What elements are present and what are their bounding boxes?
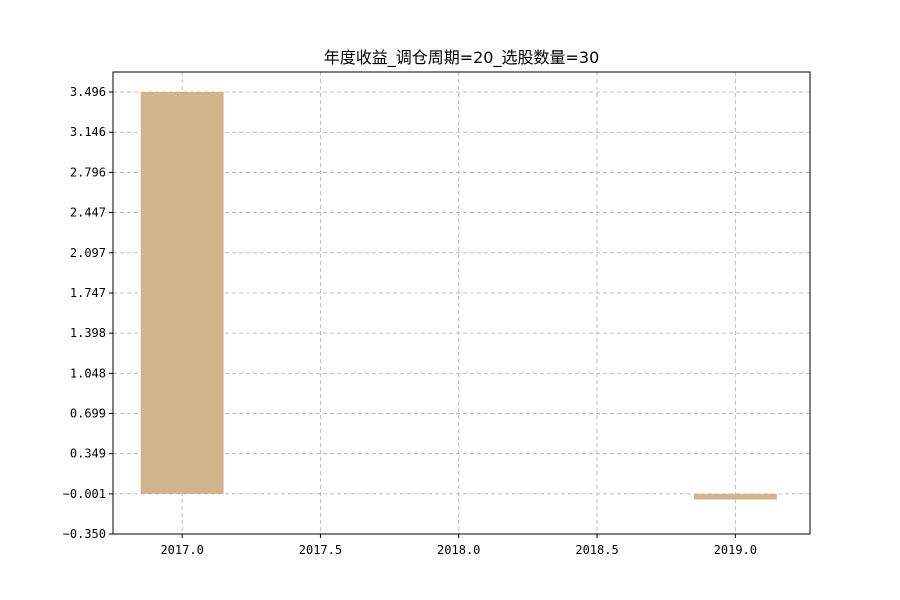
y-tick-label: 1.048 xyxy=(70,366,106,380)
x-tick-label: 2017.5 xyxy=(299,543,342,557)
y-tick-label: 1.747 xyxy=(70,286,106,300)
y-tick-label: 1.398 xyxy=(70,326,106,340)
x-tick-label: 2019.0 xyxy=(714,543,757,557)
y-tick-label: 0.349 xyxy=(70,447,106,461)
bar-2017 xyxy=(140,91,224,494)
bar-2019 xyxy=(693,493,777,500)
chart-title: 年度收益_调仓周期=20_选股数量=30 xyxy=(324,48,600,68)
y-tick-label: 0.699 xyxy=(70,406,106,420)
y-tick-label: 2.447 xyxy=(70,206,106,220)
y-tick-label: 2.097 xyxy=(70,246,106,260)
y-tick-label: 2.796 xyxy=(70,165,106,179)
x-axis-ticks: 2017.0 2017.5 2018.0 2018.5 2019.0 xyxy=(160,534,757,557)
y-tick-label: 3.496 xyxy=(70,85,106,99)
x-tick-label: 2018.0 xyxy=(437,543,480,557)
y-tick-label: −0.350 xyxy=(63,527,106,541)
x-tick-label: 2018.5 xyxy=(575,543,618,557)
y-tick-label: −0.001 xyxy=(63,487,106,501)
x-tick-label: 2017.0 xyxy=(160,543,203,557)
bars xyxy=(140,91,777,500)
plot-frame xyxy=(112,71,811,535)
y-axis-ticks: −0.350 −0.001 0.349 0.699 1.048 1.398 1.747 2.0… xyxy=(63,85,113,541)
y-tick-label: 3.146 xyxy=(70,125,106,139)
